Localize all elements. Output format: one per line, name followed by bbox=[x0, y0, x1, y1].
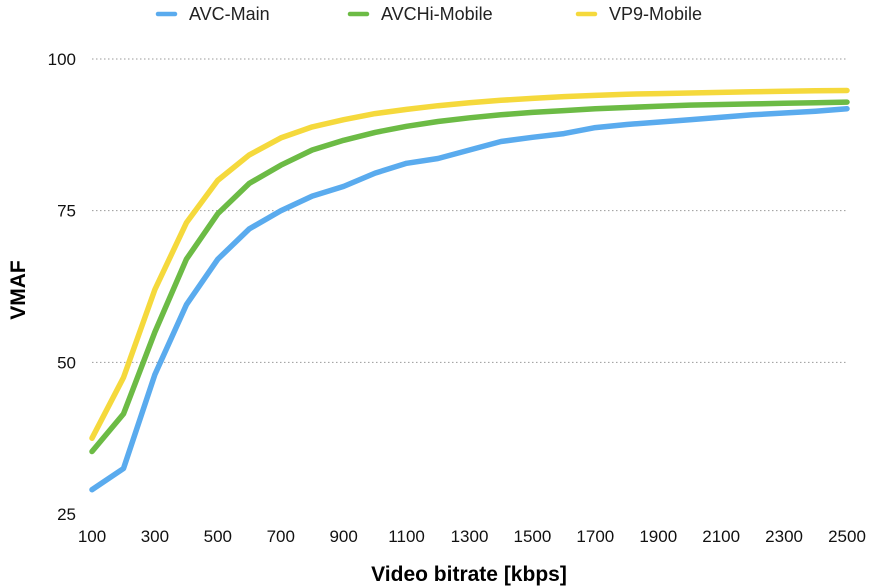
x-axis-tick-labels: 100 300 500 700 900 1100 1300 1500 1700 1900 2100 2… bbox=[78, 527, 866, 546]
x-tick-label-1300: 1300 bbox=[451, 527, 489, 546]
legend-label-avc-main: AVC-Main bbox=[189, 4, 270, 24]
legend-label-avchi-mobile: AVCHi-Mobile bbox=[381, 4, 493, 24]
x-tick-label-500: 500 bbox=[204, 527, 232, 546]
y-tick-label-25: 25 bbox=[57, 505, 76, 524]
x-tick-label-300: 300 bbox=[141, 527, 169, 546]
x-tick-label-1500: 1500 bbox=[514, 527, 552, 546]
y-tick-label-50: 50 bbox=[57, 353, 76, 372]
x-tick-label-2100: 2100 bbox=[702, 527, 740, 546]
chart-legend: AVC-Main AVCHi-Mobile VP9-Mobile bbox=[155, 4, 702, 24]
x-tick-label-2300: 2300 bbox=[765, 527, 803, 546]
x-tick-label-100: 100 bbox=[78, 527, 106, 546]
x-tick-label-1900: 1900 bbox=[639, 527, 677, 546]
y-axis-tick-labels: 25 50 75 100 bbox=[48, 50, 76, 524]
x-axis-label: Video bitrate [kbps] bbox=[371, 563, 567, 586]
series-line-avc-main bbox=[89, 105, 850, 493]
y-axis-label: VMAF bbox=[7, 260, 30, 320]
y-tick-label-100: 100 bbox=[48, 50, 76, 69]
y-tick-label-75: 75 bbox=[57, 202, 76, 221]
legend-label-vp9-mobile: VP9-Mobile bbox=[609, 4, 702, 24]
chart-series bbox=[89, 87, 850, 493]
series-line-avchi-mobile bbox=[89, 99, 850, 455]
x-tick-label-700: 700 bbox=[267, 527, 295, 546]
y-gridlines bbox=[92, 58, 847, 363]
x-tick-label-1700: 1700 bbox=[576, 527, 614, 546]
x-tick-label-900: 900 bbox=[329, 527, 357, 546]
x-tick-label-2500: 2500 bbox=[828, 527, 866, 546]
x-tick-label-1100: 1100 bbox=[388, 527, 425, 546]
series-line-vp9-mobile bbox=[89, 87, 850, 441]
